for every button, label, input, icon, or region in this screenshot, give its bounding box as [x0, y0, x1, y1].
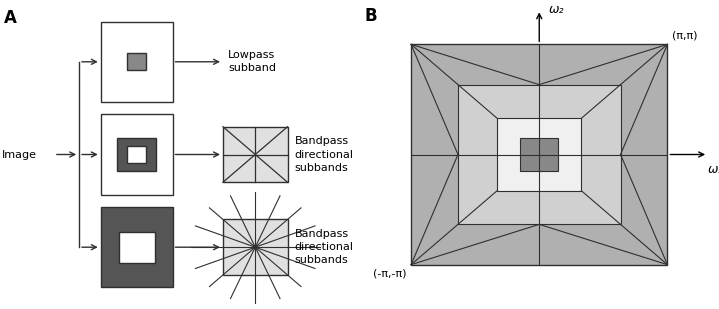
Text: ω₁: ω₁ [708, 163, 719, 176]
Text: Bandpass
directional
subbands: Bandpass directional subbands [295, 136, 354, 173]
Bar [101, 22, 173, 102]
Text: (π,π): (π,π) [672, 30, 697, 40]
Text: A: A [4, 9, 17, 27]
Bar [521, 138, 558, 171]
Bar [116, 138, 156, 171]
Text: Bandpass
directional
subbands: Bandpass directional subbands [295, 229, 354, 265]
Text: Image: Image [2, 150, 37, 159]
Bar [127, 146, 147, 163]
Bar [497, 118, 582, 191]
Text: Lowpass
subband: Lowpass subband [229, 50, 276, 74]
Bar [101, 114, 173, 195]
Bar [127, 53, 147, 70]
Bar [223, 219, 288, 275]
Bar [458, 85, 620, 224]
Bar [411, 44, 667, 265]
Bar [119, 232, 155, 263]
Text: ω₂: ω₂ [549, 3, 564, 16]
Bar [101, 207, 173, 287]
Text: B: B [365, 7, 377, 25]
Text: (-π,-π): (-π,-π) [373, 269, 406, 279]
Bar [223, 127, 288, 182]
